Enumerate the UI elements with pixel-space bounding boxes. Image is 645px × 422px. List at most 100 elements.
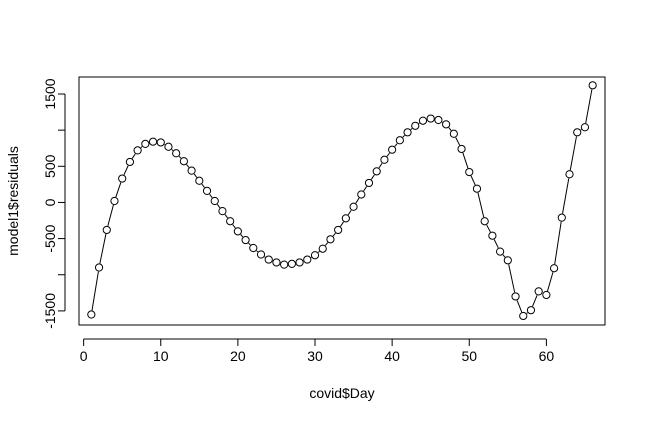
data-point — [542, 290, 551, 300]
data-point — [326, 235, 335, 244]
y-axis: -1500 -500 0 500 1500 — [42, 78, 66, 329]
data-point — [573, 128, 582, 137]
data-point — [125, 157, 135, 167]
data-point — [488, 231, 497, 240]
series-line-segment — [410, 128, 413, 130]
x-tick-label: 0 — [80, 348, 88, 364]
data-point — [496, 247, 505, 256]
data-point — [349, 202, 358, 211]
data-point — [511, 292, 520, 301]
series-line-segment — [324, 242, 329, 246]
data-point — [334, 225, 343, 235]
series-line-segment — [256, 250, 259, 253]
data-point — [372, 167, 381, 176]
y-tick-label: 500 — [42, 154, 58, 178]
data-point — [118, 174, 127, 183]
data-point — [102, 225, 111, 235]
data-point — [164, 142, 173, 151]
series-line-segment — [462, 152, 469, 169]
data-point — [457, 144, 466, 154]
y-tick-label: 1500 — [42, 78, 58, 109]
data-point — [87, 310, 96, 319]
series-line-segment — [532, 295, 538, 307]
series-line-segment — [224, 214, 229, 219]
data-point — [503, 256, 512, 265]
x-tick-label: 40 — [384, 348, 400, 364]
series-line-segment — [470, 175, 476, 186]
data-point — [480, 217, 489, 226]
data-point — [156, 138, 165, 147]
series-line-segment — [455, 137, 461, 146]
y-tick-label: -500 — [42, 224, 58, 252]
data-point — [272, 258, 281, 267]
data-point — [303, 255, 312, 264]
data-point — [418, 116, 428, 125]
data-point — [465, 167, 474, 177]
data-point — [442, 120, 451, 129]
series-line-segment — [123, 165, 129, 175]
data-point — [403, 128, 412, 137]
data-point — [133, 146, 142, 155]
series-line-segment — [363, 186, 368, 192]
data-point — [426, 114, 435, 123]
data-point — [318, 244, 327, 253]
y-tick-label: 0 — [42, 198, 58, 206]
data-point — [249, 243, 258, 253]
series-line-segment — [526, 312, 528, 314]
data-point — [233, 227, 242, 236]
data-point — [519, 311, 528, 321]
data-point — [202, 186, 212, 195]
series-line-segment — [99, 233, 107, 264]
series-line-segment — [140, 146, 143, 149]
data-point — [449, 129, 458, 138]
series-line-segment — [448, 127, 452, 131]
data-point — [295, 258, 304, 267]
series-line-segment — [340, 221, 344, 227]
data-point — [94, 263, 104, 272]
plot-frame — [78, 76, 606, 326]
data-point — [226, 217, 235, 226]
x-tick-label: 10 — [153, 348, 169, 364]
data-point — [341, 214, 350, 223]
data-point — [565, 170, 574, 179]
data-point — [580, 123, 590, 132]
x-tick-label: 60 — [539, 348, 555, 364]
series-line-segment — [370, 174, 375, 180]
y-axis-title: model1$residuals — [5, 146, 21, 256]
series-line-segment — [394, 143, 398, 147]
data-series — [87, 81, 597, 321]
data-point — [187, 166, 196, 175]
series-line-segment — [232, 224, 236, 229]
y-tick-label: -1500 — [42, 293, 58, 329]
series-line-segment — [516, 300, 523, 313]
data-point — [141, 139, 150, 148]
data-point — [557, 213, 566, 222]
series-line-segment — [562, 178, 570, 214]
data-point — [310, 251, 320, 260]
series-line-segment — [386, 152, 390, 157]
series-line-segment — [91, 271, 99, 311]
series-line-segment — [209, 193, 213, 198]
series-line-segment — [493, 239, 499, 249]
series-line-segment — [502, 254, 506, 258]
series-line-segment — [193, 173, 198, 178]
data-point — [280, 260, 289, 269]
x-tick-label: 20 — [230, 348, 246, 364]
series-line-segment — [216, 204, 221, 209]
series-line-segment — [201, 183, 205, 188]
series-line-segment — [171, 149, 174, 151]
x-tick-label: 50 — [461, 348, 477, 364]
data-point — [380, 155, 389, 164]
series-line-segment — [178, 155, 182, 159]
series-line-segment — [378, 163, 383, 169]
data-point — [264, 255, 273, 264]
series-line-segment — [585, 89, 593, 124]
series-line-segment — [477, 192, 485, 218]
x-axis-title: covid$Day — [309, 385, 374, 401]
data-point — [172, 149, 181, 158]
x-axis: 0 10 20 30 40 50 60 — [80, 338, 555, 364]
series-line-segment — [332, 232, 336, 237]
series-line-segment — [131, 153, 136, 159]
series-line-segment — [115, 182, 122, 198]
